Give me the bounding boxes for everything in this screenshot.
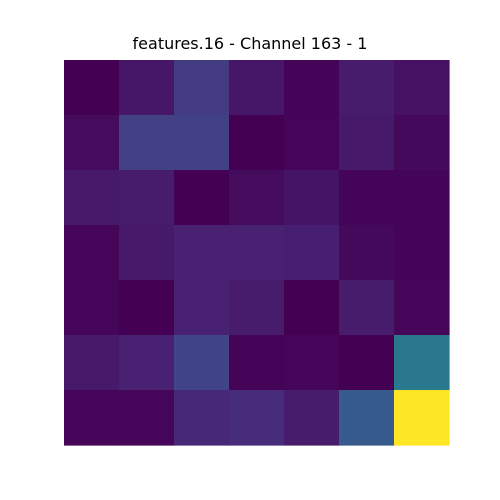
- heatmap-cell-r3-c1: [119, 225, 175, 281]
- heatmap-cell-r6-c1: [119, 390, 175, 446]
- heatmap-cell-r6-c6: [394, 390, 450, 446]
- heatmap-cell-r5-c0: [64, 335, 120, 391]
- heatmap-cell-r1-c6: [394, 115, 450, 171]
- heatmap-cell-r3-c2: [174, 225, 230, 281]
- heatmap-cell-r4-c1: [119, 280, 175, 336]
- heatmap-cell-r4-c5: [339, 280, 395, 336]
- heatmap-cell-r1-c3: [229, 115, 285, 171]
- heatmap-cell-r0-c3: [229, 60, 285, 116]
- heatmap-cell-r2-c5: [339, 170, 395, 226]
- heatmap-cell-r0-c4: [284, 60, 340, 116]
- heatmap-cell-r1-c2: [174, 115, 230, 171]
- heatmap-cell-r0-c6: [394, 60, 450, 116]
- heatmap-cell-r1-c1: [119, 115, 175, 171]
- heatmap-cell-r5-c6: [394, 335, 450, 391]
- heatmap-cell-r4-c3: [229, 280, 285, 336]
- heatmap-cell-r6-c4: [284, 390, 340, 446]
- heatmap-cell-r2-c2: [174, 170, 230, 226]
- heatmap-cell-r5-c3: [229, 335, 285, 391]
- heatmap-cell-r3-c4: [284, 225, 340, 281]
- heatmap-cell-r2-c6: [394, 170, 450, 226]
- heatmap-cell-r2-c0: [64, 170, 120, 226]
- heatmap-cell-r5-c5: [339, 335, 395, 391]
- heatmap-cell-r2-c1: [119, 170, 175, 226]
- heatmap-cell-r4-c0: [64, 280, 120, 336]
- heatmap-cell-r3-c3: [229, 225, 285, 281]
- heatmap-cell-r6-c2: [174, 390, 230, 446]
- heatmap-cell-r6-c5: [339, 390, 395, 446]
- heatmap-cell-r4-c4: [284, 280, 340, 336]
- heatmap-cell-r5-c1: [119, 335, 175, 391]
- heatmap-cell-r0-c2: [174, 60, 230, 116]
- heatmap-cell-r3-c0: [64, 225, 120, 281]
- heatmap-cell-r3-c5: [339, 225, 395, 281]
- heatmap-cell-r1-c0: [64, 115, 120, 171]
- heatmap-cell-r0-c0: [64, 60, 120, 116]
- heatmap-cell-r1-c4: [284, 115, 340, 171]
- chart-title: features.16 - Channel 163 - 1: [132, 34, 368, 53]
- heatmap-cell-r0-c5: [339, 60, 395, 116]
- heatmap-cells: [64, 60, 450, 446]
- heatmap-cell-r4-c6: [394, 280, 450, 336]
- heatmap-cell-r6-c0: [64, 390, 120, 446]
- heatmap-cell-r6-c3: [229, 390, 285, 446]
- heatmap-cell-r2-c3: [229, 170, 285, 226]
- heatmap-cell-r5-c4: [284, 335, 340, 391]
- heatmap-cell-r5-c2: [174, 335, 230, 391]
- heatmap-cell-r0-c1: [119, 60, 175, 116]
- heatmap-cell-r4-c2: [174, 280, 230, 336]
- heatmap-cell-r3-c6: [394, 225, 450, 281]
- heatmap-cell-r2-c4: [284, 170, 340, 226]
- heatmap-cell-r1-c5: [339, 115, 395, 171]
